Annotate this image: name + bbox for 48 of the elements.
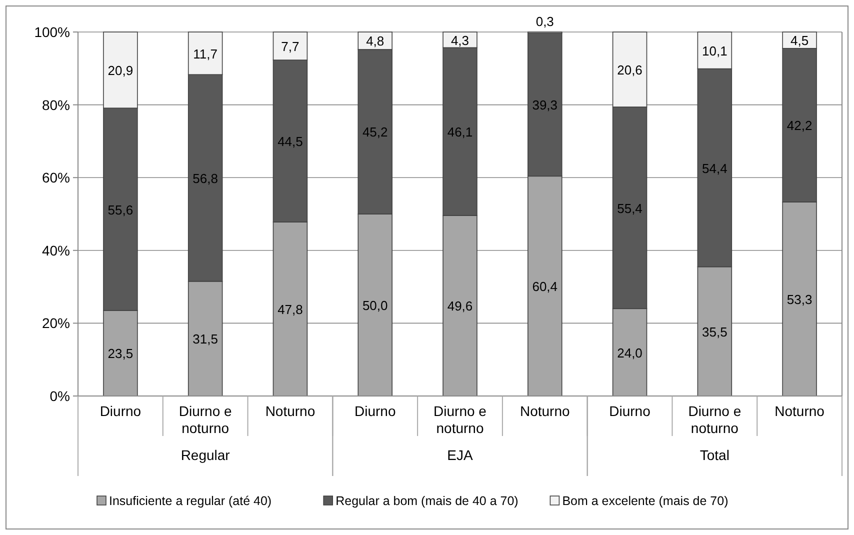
data-label: 39,3	[532, 98, 558, 113]
data-label: 4,3	[450, 32, 470, 48]
text: Regular	[180, 447, 230, 463]
data-label: 53,3	[786, 292, 812, 307]
y-tick-label: 60%	[42, 170, 70, 186]
data-label: 20,9	[108, 63, 134, 78]
data-label: 4,8	[366, 34, 384, 49]
text: Total	[700, 447, 730, 463]
y-tick-label: 0%	[50, 388, 70, 404]
data-label: 60,4	[532, 279, 558, 294]
legend-label: Insuficiente a regular (até 40)	[109, 494, 272, 508]
data-label: 7,7	[281, 39, 300, 54]
legend-label: Bom a excelente (mais de 70)	[562, 494, 728, 508]
x-tick-label: Diurno e noturno	[688, 403, 742, 436]
x-tick-label: Noturno	[265, 403, 316, 419]
y-tick-label: 100%	[34, 24, 70, 40]
x-tick-label: Diurno	[609, 403, 651, 419]
data-label: 44,5	[278, 134, 303, 150]
data-label: 55,6	[108, 202, 134, 218]
data-label: 0,3	[536, 14, 554, 29]
text: EJA	[447, 447, 474, 463]
data-label: 24,0	[617, 345, 642, 360]
x-tick-label: Noturno	[774, 403, 825, 419]
x-tick-label: Diurno e noturno	[178, 403, 232, 436]
data-label: 55,4	[617, 200, 642, 216]
data-label: 20,6	[617, 62, 642, 78]
data-label: 54,4	[702, 160, 728, 176]
data-label: 56,8	[192, 170, 218, 186]
data-label: 50,0	[362, 298, 388, 313]
data-label: 11,7	[193, 46, 218, 62]
data-label: 31,5	[192, 332, 218, 347]
data-label: 46,1	[447, 124, 473, 140]
data-label: 23,5	[108, 346, 134, 362]
y-tick-label: 80%	[42, 96, 70, 113]
x-tick-label: Diurno e noturno	[434, 403, 487, 436]
y-tick-label: 40%	[42, 242, 70, 258]
data-label: 47,8	[278, 302, 303, 318]
x-tick-label: Noturno	[520, 403, 570, 419]
x-tick-label: Diurno	[100, 403, 142, 419]
data-label: 35,5	[702, 324, 728, 340]
data-label: 49,6	[447, 298, 473, 314]
x-tick-label: Diurno	[354, 403, 396, 419]
data-label: 4,5	[790, 33, 809, 48]
y-tick-label: 20%	[42, 315, 70, 332]
data-label: 10,1	[702, 43, 728, 58]
data-label: 42,2	[786, 118, 812, 134]
data-label: 45,2	[362, 124, 388, 140]
legend-label: Regular a bom (mais de 40 a 70)	[336, 494, 518, 508]
